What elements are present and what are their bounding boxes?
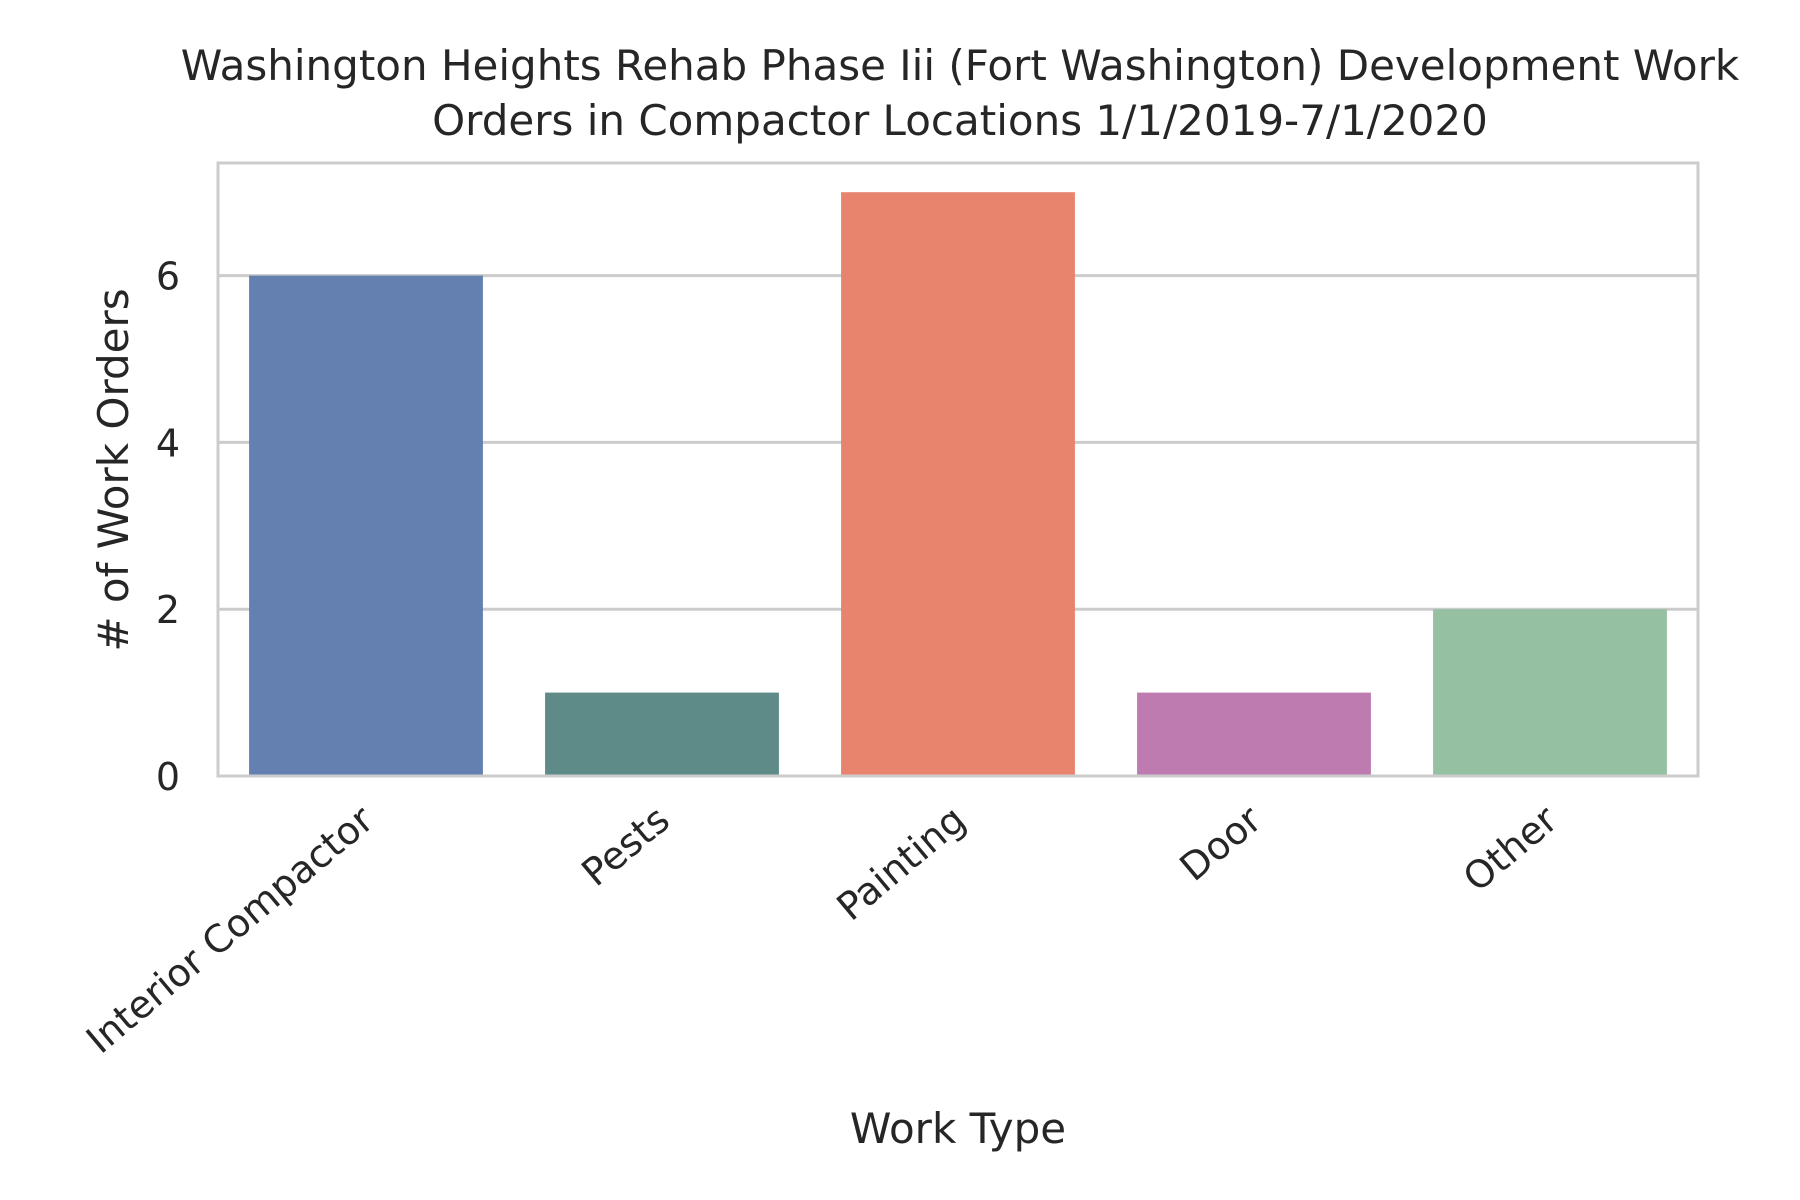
x-tick-label: Pests xyxy=(573,797,677,895)
y-axis-label: # of Work Orders xyxy=(89,288,138,651)
y-axis-ticks: 0 2 4 6 xyxy=(156,255,180,799)
x-axis-ticks: Interior Compactor Pests Painting Door Other xyxy=(78,797,1566,1062)
x-tick-label: Interior Compactor xyxy=(78,797,382,1062)
y-tick-label: 6 xyxy=(156,255,180,299)
chart-title-line-1: Washington Heights Rehab Phase Iii (Fort… xyxy=(181,41,1740,90)
y-tick-label: 4 xyxy=(156,421,180,465)
bar-door xyxy=(1137,692,1371,776)
x-tick-label: Door xyxy=(1171,797,1270,890)
x-tick-label: Other xyxy=(1455,797,1566,900)
bars xyxy=(249,192,1667,776)
bar-interior-compactor xyxy=(249,275,483,776)
x-axis-label: Work Type xyxy=(850,1104,1066,1153)
y-tick-label: 2 xyxy=(156,588,180,632)
x-tick-label: Painting xyxy=(828,797,973,929)
chart-title-line-2: Orders in Compactor Locations 1/1/2019-7… xyxy=(432,96,1488,145)
bar-pests xyxy=(545,692,779,776)
chart-title: Washington Heights Rehab Phase Iii (Fort… xyxy=(181,41,1740,145)
plot-frame xyxy=(216,161,1700,778)
bar-painting xyxy=(841,192,1075,776)
y-tick-label: 0 xyxy=(156,755,180,799)
bar-other xyxy=(1433,609,1667,776)
